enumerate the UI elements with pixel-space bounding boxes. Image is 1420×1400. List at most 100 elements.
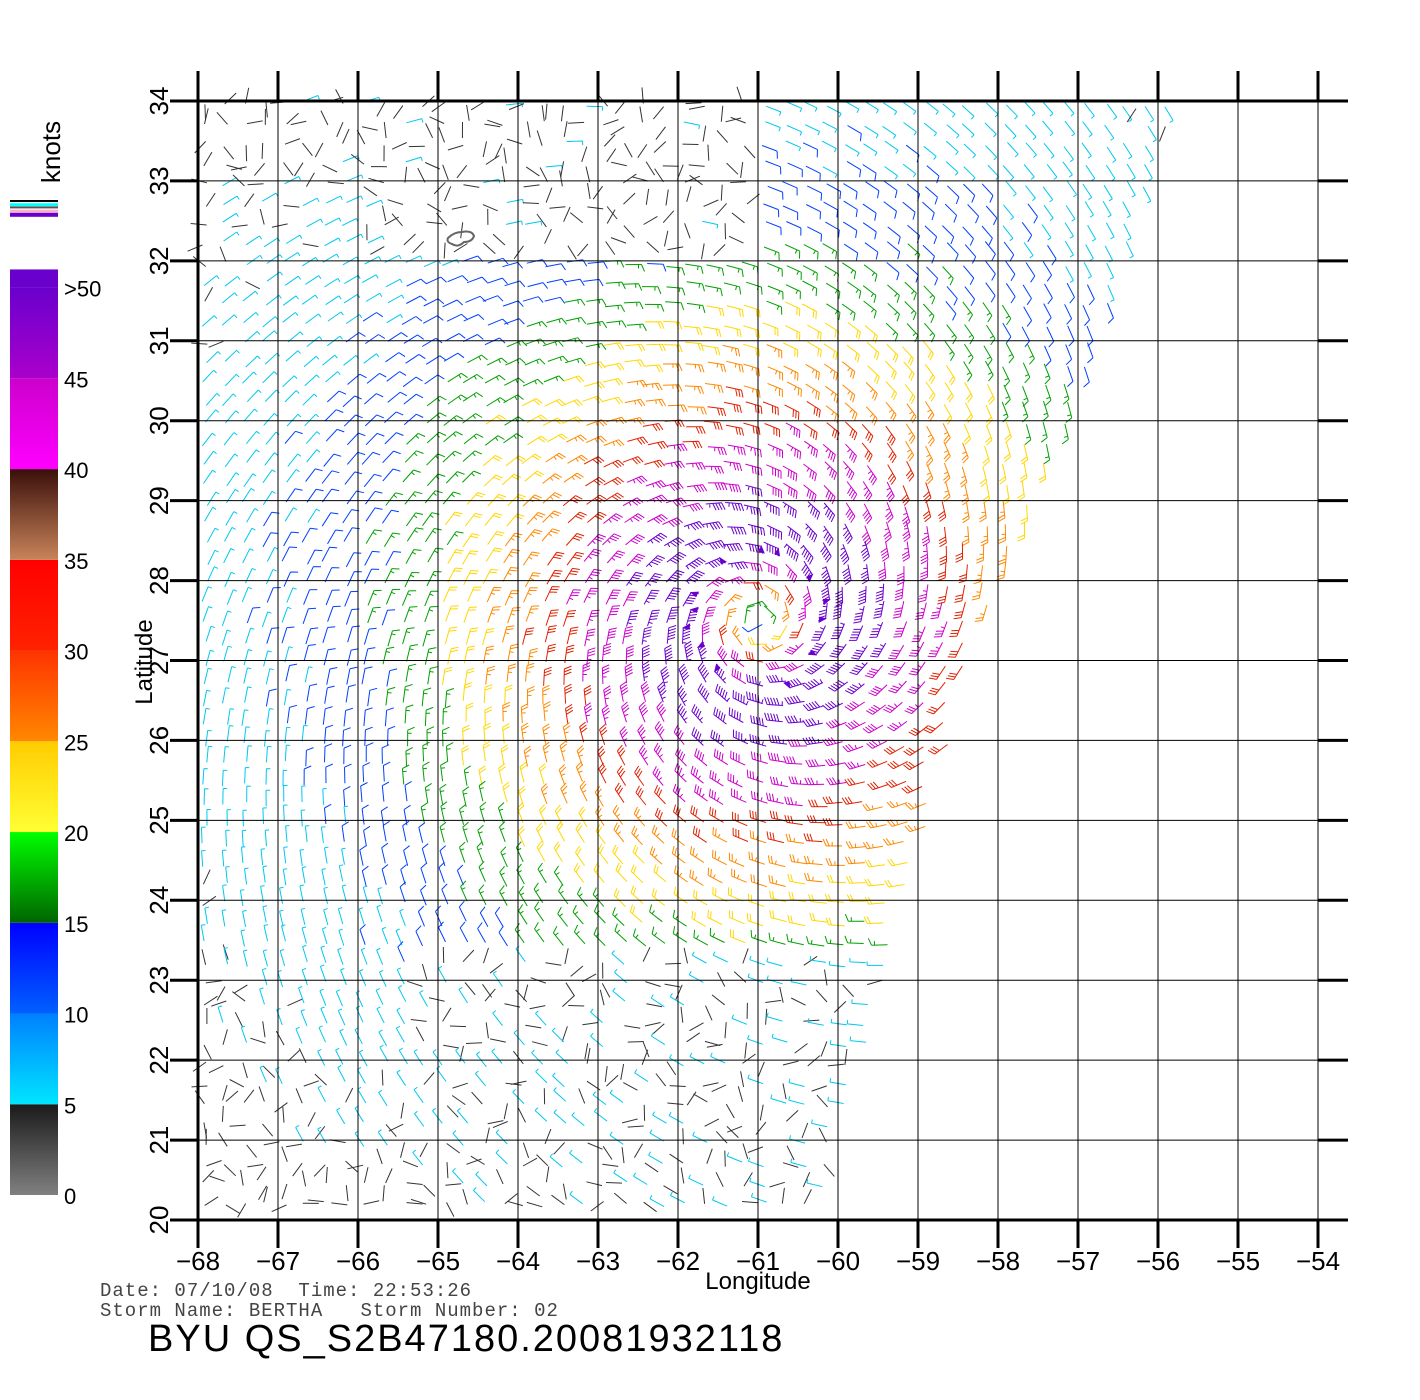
wind-barb xyxy=(689,846,705,863)
wind-barb xyxy=(222,687,230,704)
wind-barb xyxy=(362,762,371,782)
wind-barb xyxy=(490,1038,506,1043)
wind-barb xyxy=(824,461,837,480)
lat-tick-label: 26 xyxy=(144,726,174,755)
wind-barb xyxy=(862,723,884,734)
wind-barb xyxy=(406,278,428,287)
wind-barb xyxy=(650,994,665,1008)
wind-barb xyxy=(804,872,823,883)
wind-barb xyxy=(386,313,403,324)
wind-barb xyxy=(479,801,487,823)
wind-barb xyxy=(656,701,667,722)
wind-barb xyxy=(828,960,846,968)
wind-barb xyxy=(527,648,538,667)
wind-barb xyxy=(284,275,302,286)
legend-cap-band xyxy=(10,209,58,213)
wind-barb xyxy=(867,938,888,946)
wind-barb xyxy=(862,285,877,303)
wind-barb xyxy=(666,1061,677,1076)
wind-barb xyxy=(1105,222,1115,240)
wind-barb xyxy=(1144,145,1154,163)
legend-label: 25 xyxy=(64,730,88,755)
wind-barb xyxy=(262,532,279,548)
lat-tick-label: 21 xyxy=(144,1126,174,1155)
wind-barb xyxy=(707,144,710,161)
wind-barb xyxy=(324,409,344,422)
wind-barb xyxy=(321,488,340,503)
wind-barb xyxy=(545,165,563,170)
wind-barb xyxy=(244,331,261,343)
wind-barb xyxy=(404,704,414,724)
wind-barb xyxy=(924,401,935,422)
wind-barb xyxy=(283,689,292,706)
wind-barb xyxy=(782,465,798,482)
wind-barb xyxy=(565,703,574,725)
wind-barb xyxy=(885,425,896,446)
wind-barb xyxy=(974,604,988,622)
wind-barb xyxy=(429,116,445,124)
wind-barb xyxy=(324,724,334,744)
wind-barb xyxy=(746,674,764,687)
wind-barb xyxy=(535,1010,547,1026)
wind-barb xyxy=(1144,106,1155,123)
wind-barb xyxy=(1084,201,1094,218)
wind-barb xyxy=(534,1107,548,1122)
wind-barb xyxy=(844,856,865,865)
wind-barb xyxy=(562,995,575,1007)
wind-barb xyxy=(726,162,739,175)
wind-barb xyxy=(602,1163,619,1167)
wind-barb xyxy=(886,819,908,827)
wind-barb xyxy=(246,785,251,803)
wind-barb xyxy=(363,1200,380,1205)
wind-barb xyxy=(805,523,818,543)
wind-barb xyxy=(803,1189,812,1204)
wind-barb xyxy=(694,748,708,767)
wind-barb xyxy=(478,765,487,786)
wind-barb xyxy=(613,888,626,907)
wind-barb xyxy=(365,432,385,446)
wind-barb xyxy=(706,264,725,276)
wind-barb xyxy=(298,986,305,1004)
wind-barb xyxy=(233,984,248,994)
wind-barb xyxy=(920,544,929,565)
wind-barb xyxy=(882,838,904,846)
wind-barb xyxy=(301,785,306,803)
wind-barb xyxy=(680,1167,685,1184)
wind-barb xyxy=(345,1185,349,1202)
lat-lon-grid xyxy=(170,71,1348,1248)
wind-barb xyxy=(622,456,644,465)
wind-barb xyxy=(902,521,911,542)
wind-barb xyxy=(459,921,469,943)
wind-barb xyxy=(202,895,217,906)
wind-barb xyxy=(646,241,660,253)
wind-barb xyxy=(381,1069,384,1086)
wind-barb xyxy=(716,130,729,143)
wind-barb xyxy=(605,241,616,255)
legend-label: 15 xyxy=(64,912,88,937)
wind-barb xyxy=(896,566,905,586)
wind-barb xyxy=(462,373,484,384)
wind-barb xyxy=(459,804,466,825)
wind-barb xyxy=(851,999,868,1005)
wind-barb xyxy=(904,301,917,321)
wind-barb xyxy=(675,984,683,1000)
wind-barb xyxy=(785,563,798,584)
wind-barb xyxy=(442,164,449,180)
wind-barb xyxy=(1082,183,1093,201)
wind-barb xyxy=(545,609,559,626)
wind-barb xyxy=(543,701,551,722)
wind-barb xyxy=(263,511,280,527)
wind-barb xyxy=(922,244,935,264)
wind-barb xyxy=(766,831,785,844)
wind-barb xyxy=(726,1126,739,1138)
wind-barb xyxy=(610,126,625,136)
wind-barb xyxy=(439,821,447,843)
wind-barb xyxy=(1041,224,1052,241)
wind-barb xyxy=(335,1047,344,1065)
wind-barb xyxy=(633,1143,644,1158)
wind-barb xyxy=(489,963,504,974)
wind-barb xyxy=(705,1005,713,1021)
wind-barb xyxy=(380,806,388,827)
wind-barb xyxy=(281,1146,288,1162)
wind-barb xyxy=(202,432,216,447)
